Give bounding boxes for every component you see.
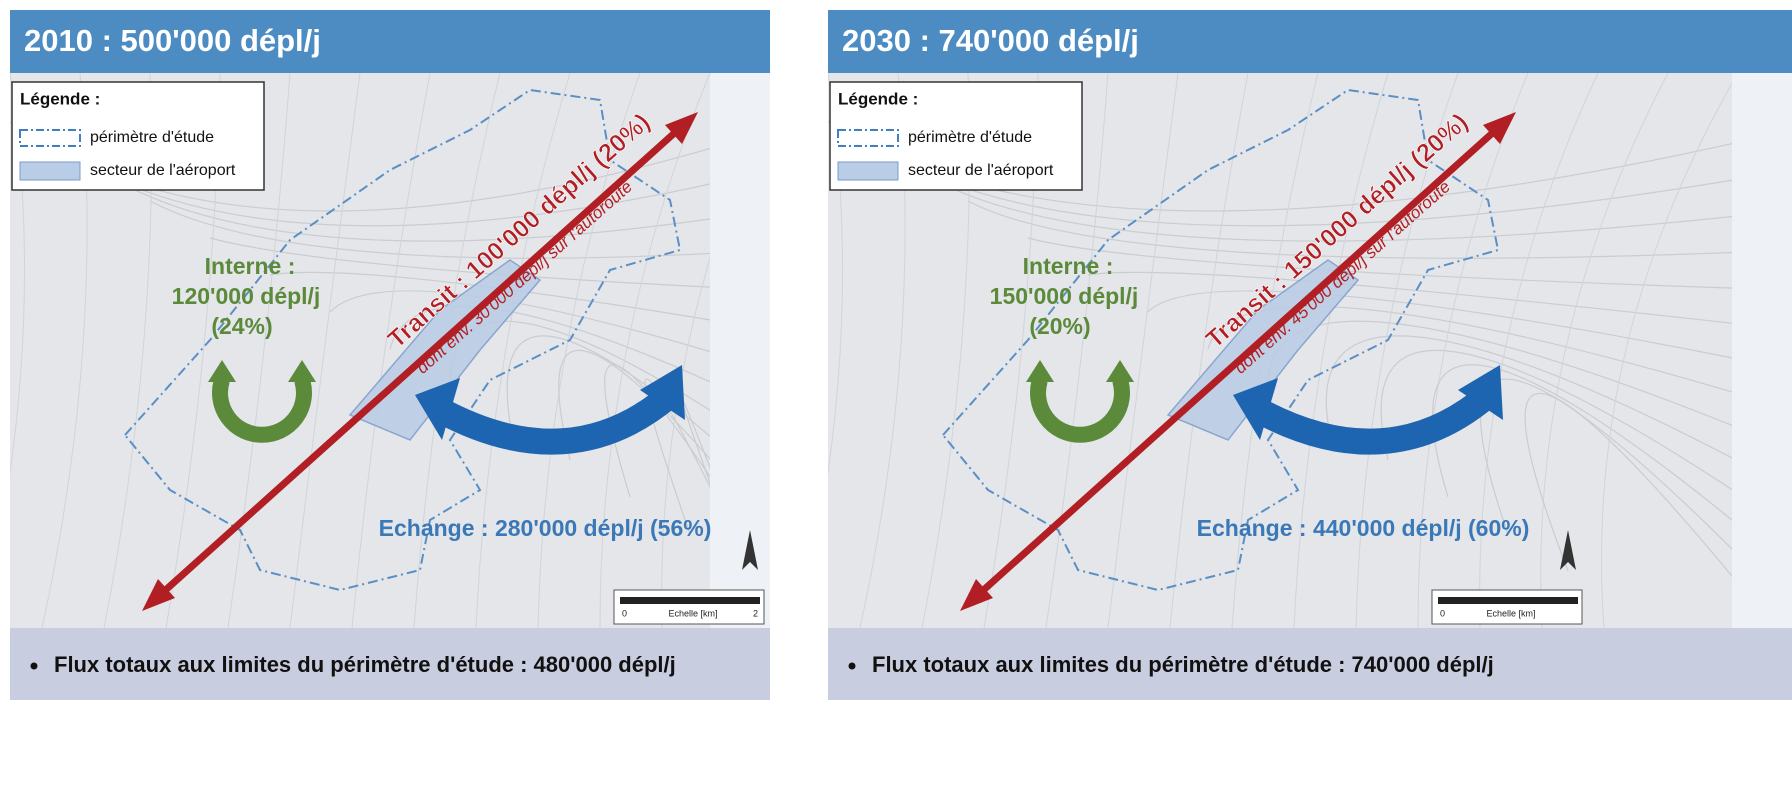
internal-arrow [1030,377,1130,443]
arrow-head [1026,360,1054,382]
bullet-text: Flux totaux aux limites du périmètre d'é… [872,652,1494,677]
legend-item: périmètre d'étude [908,129,1032,146]
map-road [1380,349,1792,531]
legend-swatch [837,129,899,147]
arrow-head [665,112,698,144]
scale-bar [620,597,760,604]
bullet-band [10,628,770,700]
map-road [351,73,431,628]
map-road [269,271,770,331]
map-road [1027,237,1792,291]
map-road [1325,335,1792,491]
legend-title: Légende : [20,89,100,108]
internal-label: (24%) [211,313,272,339]
airport [348,259,542,441]
scale-label: 0 [1440,608,1445,618]
north-arrow [1560,530,1576,570]
map-road [599,73,711,628]
map-road [1045,73,1109,628]
perimeter [941,88,1500,592]
bullet-band [828,628,1792,700]
arrow-head [1106,360,1134,382]
scale-label: Echelle [km] [1486,608,1535,618]
map-road [1540,73,1669,628]
map-road [506,335,770,491]
arrow-head [1233,378,1278,440]
arrow-head [1458,365,1503,420]
bullet-text: Flux totaux aux limites du périmètre d'é… [54,652,676,677]
map-road [537,73,641,628]
panel-title: 2010 : 500'000 dépl/j [24,23,321,58]
internal-label: 150'000 dépl/j [990,283,1139,309]
panel: 2030 : 740'000 dépl/j Transit : 150'000 d… [828,10,1792,700]
internal-arrow [212,377,312,443]
map-road [89,163,770,242]
bullet-dot [30,662,38,670]
legend-title: Légende : [838,89,918,108]
lake [710,73,770,628]
map: Transit : 150'000 dépl/j (20%)dont env. … [828,73,1792,628]
exchange-label: Echange : 280'000 dépl/j (56%) [379,515,712,541]
scale-bar [1438,597,1578,604]
transit-arrow [157,125,683,598]
arrow-head [142,579,175,611]
map-road [1417,73,1529,628]
scale-label: Echelle [km] [668,608,717,618]
legend-item: périmètre d'étude [90,129,214,146]
lake [1732,73,1792,628]
internal-label: Interne : [205,253,296,279]
map-road [967,200,1792,259]
arrow-head [288,360,316,382]
map-road [149,200,770,259]
title-bar [828,10,1792,73]
scale-label: 2 [753,608,758,618]
map-road [1524,392,1776,628]
exchange-arrow [1251,385,1497,455]
legend-item: secteur de l'aéroport [908,162,1054,179]
legend-swatch [837,161,899,181]
map-road [1169,73,1249,628]
map-road [1107,73,1179,628]
map-road [1600,73,1739,628]
map-road [1355,73,1459,628]
map-road [209,237,770,291]
map-road [1207,305,1792,411]
map-road [227,73,291,628]
map-road [1480,378,1792,611]
legend-swatch [19,161,81,181]
scale-box [613,589,765,625]
perimeter [123,88,682,592]
map-road [289,73,361,628]
scale-label: 0 [622,608,627,618]
north-arrow [742,530,758,570]
arrow-head [415,378,460,440]
arrow-head [208,360,236,382]
arrow-head [960,579,993,611]
internal-label: (20%) [1029,313,1090,339]
legend-item: secteur de l'aéroport [90,162,236,179]
arrow-head [1483,112,1516,144]
legend-swatch [19,129,81,147]
airport [1166,259,1360,441]
title-bar [10,10,770,73]
internal-label: Interne : [1023,253,1114,279]
exchange-arrow [433,385,679,455]
transit-arrow [975,125,1501,598]
map-road [1293,73,1389,628]
map-road [475,73,571,628]
scale-box [1431,589,1583,625]
panel-title: 2030 : 740'000 dépl/j [842,23,1139,58]
exchange-label: Echange : 440'000 dépl/j (60%) [1197,515,1530,541]
map-road [1479,73,1599,628]
internal-label: 120'000 dépl/j [172,283,321,309]
arrow-head [640,365,685,420]
bullet-dot [848,662,856,670]
